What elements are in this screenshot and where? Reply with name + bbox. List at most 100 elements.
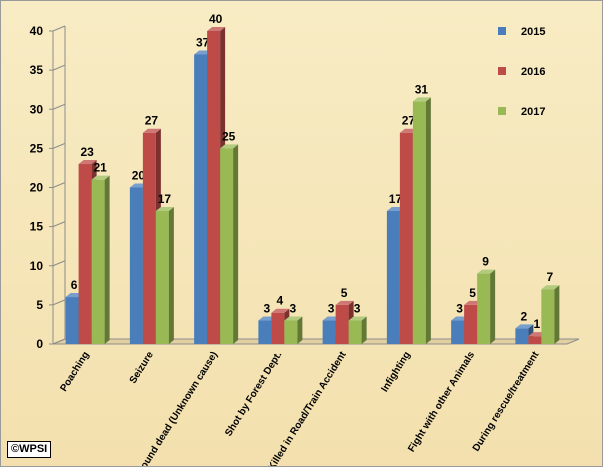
data-label: 3 [290, 302, 297, 316]
category-label: During rescue/treatment [471, 349, 542, 453]
data-label: 4 [277, 294, 284, 308]
bar-2016-top [335, 300, 354, 305]
data-label: 6 [71, 278, 78, 292]
data-label: 17 [389, 192, 403, 206]
bar-2017-side [554, 285, 560, 344]
y-tick-depth [52, 299, 66, 306]
y-tick-depth [52, 338, 66, 345]
bar-2016-front [399, 132, 413, 344]
category-label: Seizure [128, 349, 156, 385]
bar-2015-front [386, 210, 400, 344]
category-label: Poaching [58, 350, 91, 394]
bar-2016-front [528, 336, 542, 344]
bar-2016-front [207, 31, 221, 344]
bar-2017-top [220, 144, 239, 149]
bar-2017-front [155, 210, 169, 344]
bar-2017-top [412, 97, 431, 102]
data-label: 27 [402, 114, 416, 128]
bar-2016-top [142, 128, 161, 133]
bar-2017-side [233, 144, 239, 344]
data-label: 25 [222, 129, 236, 143]
bar-2017-front [284, 320, 298, 344]
bar-2015-front [129, 187, 143, 344]
y-tick-label: 30 [30, 102, 44, 116]
bar-2015-front [515, 328, 529, 344]
bar-2017-top [284, 316, 303, 321]
data-label: 3 [264, 302, 271, 316]
y-tick-label: 10 [30, 259, 44, 273]
data-label: 3 [456, 302, 463, 316]
bar-2017-front [412, 101, 426, 344]
bar-2017-side [361, 316, 367, 344]
y-tick-label: 5 [36, 298, 43, 312]
bar-2017-side [490, 269, 496, 344]
category-label: Fight with other Animals [406, 349, 477, 454]
bar-2017-side [168, 206, 174, 344]
data-label: 3 [354, 302, 361, 316]
bar-2016-top [207, 27, 226, 31]
category-label: Shot by Forest Dept. [223, 350, 284, 439]
bar-2017-front [477, 273, 491, 344]
y-tick-depth [52, 142, 66, 149]
data-label: 23 [80, 145, 94, 159]
bar-2015-front [258, 320, 272, 344]
legend-swatch-2017 [498, 107, 506, 115]
y-tick-label: 25 [30, 141, 44, 155]
y-tick-depth [52, 25, 66, 32]
bar-2017-top [541, 285, 560, 290]
data-label: 9 [482, 255, 489, 269]
copyright-label: ©WPSI [7, 441, 52, 458]
y-tick-label: 40 [30, 24, 44, 38]
bar-2017-front [91, 179, 105, 344]
bar-2017-side [425, 97, 431, 344]
bar-2016-front [335, 304, 349, 344]
bar-2017-top [155, 206, 174, 211]
bar-2015-front [322, 320, 336, 344]
data-label: 40 [209, 12, 223, 26]
legend-label-2015: 2015 [521, 26, 545, 38]
data-label: 31 [415, 82, 429, 96]
bar-2016-top [271, 308, 290, 313]
legend-swatch-2015 [498, 27, 506, 35]
legend-label-2016: 2016 [521, 66, 545, 78]
bar-2017-top [348, 316, 367, 321]
data-label: 1 [534, 317, 541, 331]
y-tick-depth [52, 64, 66, 71]
data-label: 3 [328, 302, 335, 316]
category-label: Killed in Road/Train Accident [266, 349, 349, 466]
bar-2016-front [78, 164, 92, 344]
bar-2017-side [297, 316, 303, 344]
data-label: 17 [158, 192, 172, 206]
data-label: 7 [547, 270, 554, 284]
bar-2017-top [477, 269, 496, 274]
y-tick-depth [52, 260, 66, 267]
y-tick-label: 20 [30, 181, 44, 195]
bar-2015-front [194, 54, 208, 344]
data-label: 21 [93, 161, 107, 175]
y-tick-depth [52, 221, 66, 228]
bar-2015-front [65, 297, 79, 344]
bar-2016-front [271, 312, 285, 344]
bar-2015-front [451, 320, 465, 344]
bar-2017-front [348, 320, 362, 344]
y-tick-depth [52, 182, 66, 188]
data-label: 20 [132, 169, 146, 183]
bar-2016-front [464, 304, 478, 344]
y-tick-label: 35 [30, 63, 44, 77]
bar-2016-top [78, 160, 97, 165]
bar-2017-top [91, 175, 110, 180]
bar-2016-front [142, 132, 156, 344]
bar-2017-side [104, 175, 110, 344]
legend-label-2017: 2017 [521, 106, 545, 118]
bar-2015-top [515, 324, 534, 329]
bar-2017-front [220, 148, 234, 344]
bar-2017-front [541, 289, 555, 344]
data-label: 27 [145, 114, 159, 128]
y-tick-depth [52, 103, 66, 110]
data-label: 5 [469, 286, 476, 300]
y-tick-label: 0 [36, 337, 43, 351]
y-tick-label: 15 [30, 220, 44, 234]
data-label: 5 [341, 286, 348, 300]
